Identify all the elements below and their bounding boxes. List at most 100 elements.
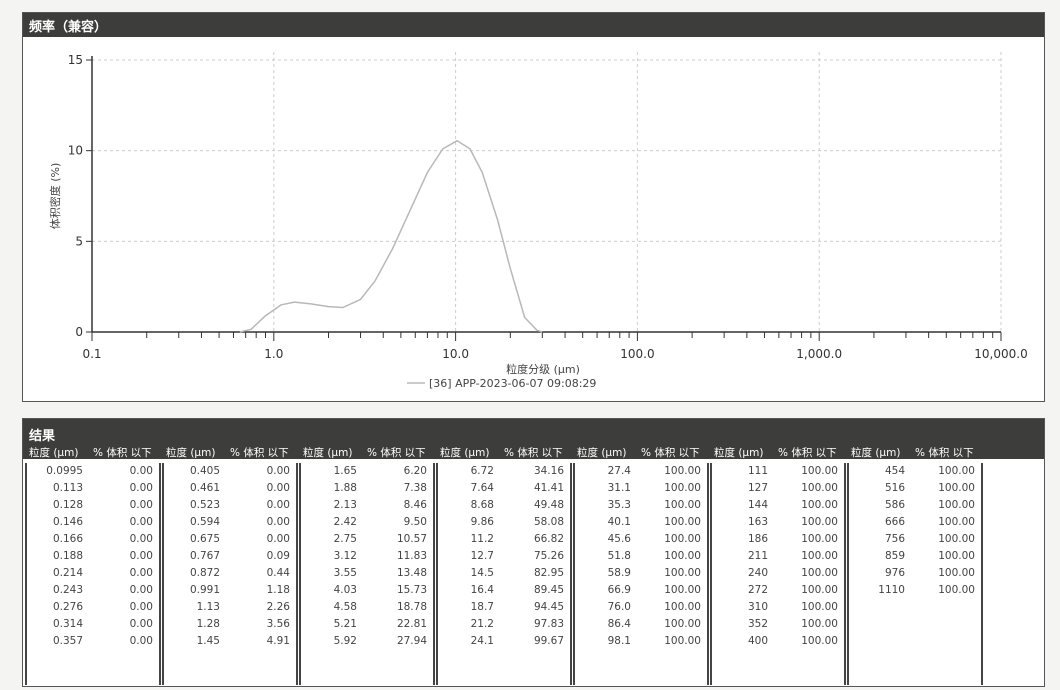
table-row: 127 100.00 (712, 480, 844, 497)
results-panel: 结果 粒度 (μm) % 体积 以下 0.0995 0.00 0.113 0.00 0.1… (22, 418, 1045, 687)
column-header-percent: % 体积 以下 (367, 447, 426, 459)
percent-cell: 2.26 (266, 601, 290, 613)
percent-cell: 100.00 (664, 516, 701, 528)
table-row: 21.2 97.83 (438, 616, 570, 633)
table-row: 111 100.00 (712, 463, 844, 480)
size-cell: 24.1 (470, 635, 494, 647)
table-row: 51.8 100.00 (575, 548, 707, 565)
table-row: 400 100.00 (712, 633, 844, 650)
column-header-percent: % 体积 以下 (93, 447, 152, 459)
frequency-chart: 0 5 10 15 0.1 1.0 10.0 100.0 1,000.0 10,000.0 体积密度… (48, 52, 1028, 390)
percent-cell: 100.00 (801, 601, 838, 613)
table-row: 58.9 100.00 (575, 565, 707, 582)
size-cell: 310 (747, 601, 768, 613)
size-cell: 7.64 (470, 482, 494, 494)
size-cell: 272 (747, 584, 768, 596)
table-row: 35.3 100.00 (575, 497, 707, 514)
size-cell: 0.243 (52, 584, 83, 596)
size-cell: 12.7 (470, 550, 494, 562)
size-cell: 0.188 (52, 550, 83, 562)
results-table: 0.405 0.00 0.461 0.00 0.523 0.00 0.594 0.00 0.67… (162, 463, 298, 685)
table-row: 0.872 0.44 (164, 565, 296, 582)
table-row: 9.86 58.08 (438, 514, 570, 531)
column-header-size: 粒度 (μm) (29, 447, 79, 459)
percent-cell: 13.48 (396, 567, 427, 579)
table-row: 12.7 75.26 (438, 548, 570, 565)
size-cell: 400 (747, 635, 768, 647)
size-cell: 0.0995 (46, 465, 83, 477)
table-row: 1.45 4.91 (164, 633, 296, 650)
percent-cell: 100.00 (938, 533, 975, 545)
table-row: 0.594 0.00 (164, 514, 296, 531)
percent-cell: 100.00 (938, 550, 975, 562)
size-cell: 8.68 (470, 499, 494, 511)
table-row: 756 100.00 (849, 531, 981, 548)
table-row: 11.2 66.82 (438, 531, 570, 548)
table-row: 0.767 0.09 (164, 548, 296, 565)
percent-cell: 100.00 (664, 465, 701, 477)
table-row: 76.0 100.00 (575, 599, 707, 616)
x-tick-label: 10.0 (442, 347, 469, 361)
percent-cell: 100.00 (801, 516, 838, 528)
percent-cell: 100.00 (664, 618, 701, 630)
percent-cell: 100.00 (664, 533, 701, 545)
table-row: 1.88 7.38 (301, 480, 433, 497)
size-cell: 0.214 (52, 567, 83, 579)
size-cell: 66.9 (607, 584, 631, 596)
size-cell: 0.767 (189, 550, 220, 562)
size-cell: 0.991 (189, 584, 220, 596)
column-header-size: 粒度 (μm) (714, 447, 764, 459)
size-cell: 2.42 (333, 516, 357, 528)
y-tick-label: 10 (68, 144, 83, 158)
table-row: 4.03 15.73 (301, 582, 433, 599)
table-row: 272 100.00 (712, 582, 844, 599)
table-row: 0.314 0.00 (27, 616, 159, 633)
percent-cell: 100.00 (664, 584, 701, 596)
chart-panel: 频率（兼容） 0 5 10 15 0.1 1.0 10.0 100.0 1,000.0 10,00… (22, 12, 1045, 402)
percent-cell: 9.50 (403, 516, 427, 528)
percent-cell: 100.00 (801, 550, 838, 562)
table-row: 0.243 0.00 (27, 582, 159, 599)
percent-cell: 0.00 (129, 482, 153, 494)
size-cell: 18.7 (470, 601, 494, 613)
percent-cell: 100.00 (664, 635, 701, 647)
percent-cell: 0.09 (266, 550, 290, 562)
table-row: 976 100.00 (849, 565, 981, 582)
percent-cell: 0.00 (129, 465, 153, 477)
x-axis-label: 粒度分级 (μm) (506, 362, 580, 376)
table-row: 144 100.00 (712, 497, 844, 514)
size-cell: 859 (884, 550, 905, 562)
table-row: 0.146 0.00 (27, 514, 159, 531)
percent-cell: 100.00 (801, 499, 838, 511)
table-row: 98.1 100.00 (575, 633, 707, 650)
size-cell: 454 (884, 465, 905, 477)
percent-cell: 66.82 (533, 533, 564, 545)
size-cell: 163 (747, 516, 768, 528)
percent-cell: 58.08 (533, 516, 564, 528)
table-row: 0.166 0.00 (27, 531, 159, 548)
table-row: 5.92 27.94 (301, 633, 433, 650)
percent-cell: 49.48 (533, 499, 564, 511)
results-table: 6.72 34.16 7.64 41.41 8.68 49.48 9.86 58.08 11.2… (436, 463, 572, 685)
table-row: 0.991 1.18 (164, 582, 296, 599)
table-row: 2.42 9.50 (301, 514, 433, 531)
size-cell: 31.1 (607, 482, 631, 494)
size-cell: 98.1 (607, 635, 631, 647)
size-cell: 14.5 (470, 567, 494, 579)
table-row: 66.9 100.00 (575, 582, 707, 599)
table-row: 1.28 3.56 (164, 616, 296, 633)
size-cell: 111 (747, 465, 768, 477)
percent-cell: 100.00 (938, 482, 975, 494)
percent-cell: 0.00 (129, 516, 153, 528)
percent-cell: 3.56 (266, 618, 290, 630)
percent-cell: 10.57 (396, 533, 427, 545)
table-row: 2.75 10.57 (301, 531, 433, 548)
table-row: 16.4 89.45 (438, 582, 570, 599)
results-table: 111 100.00 127 100.00 144 100.00 163 100.00 186 1… (710, 463, 846, 685)
size-cell: 4.03 (333, 584, 357, 596)
percent-cell: 97.83 (533, 618, 564, 630)
percent-cell: 0.00 (266, 465, 290, 477)
table-row: 163 100.00 (712, 514, 844, 531)
size-cell: 0.146 (52, 516, 83, 528)
size-cell: 0.594 (189, 516, 220, 528)
